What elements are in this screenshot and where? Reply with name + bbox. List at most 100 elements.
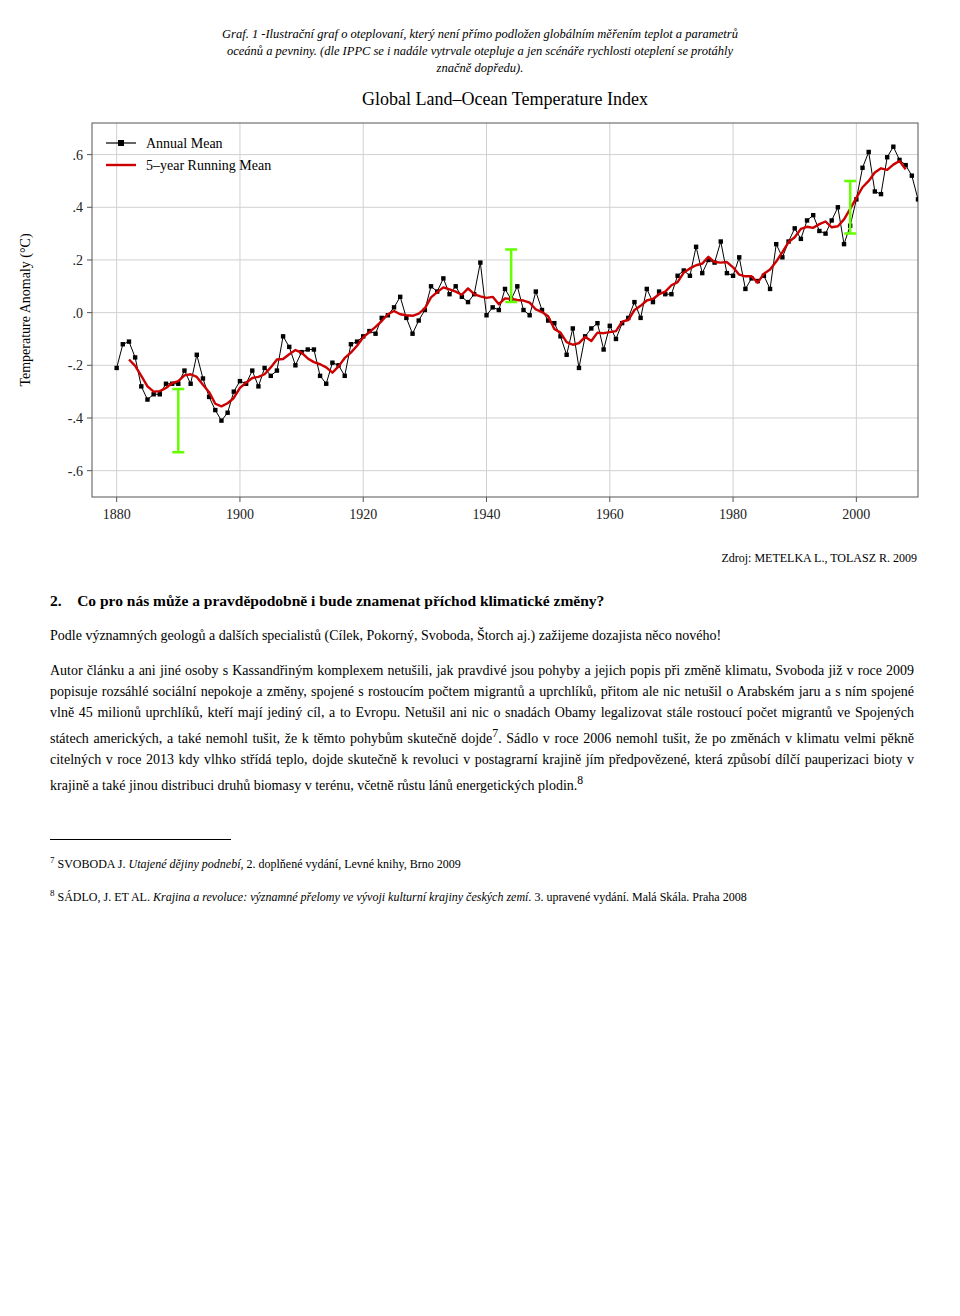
point-marker [823, 231, 827, 235]
point-marker [564, 353, 568, 357]
point-marker [484, 313, 488, 317]
footnote-title: Krajina a revoluce: významné přelomy ve … [153, 890, 531, 904]
point-marker [213, 408, 217, 412]
point-marker [114, 366, 118, 370]
point-marker [521, 308, 525, 312]
point-marker [589, 326, 593, 330]
point-marker [675, 274, 679, 278]
header-line: značně dopředu). [0, 60, 960, 77]
point-marker [256, 384, 260, 388]
x-grid-line [239, 123, 240, 497]
point-marker [133, 355, 137, 359]
y-tick-label: -.4 [68, 411, 83, 426]
y-tick-label: .2 [73, 253, 84, 268]
footnote-author: SÁDLO, J. ET AL. [55, 890, 153, 904]
x-tick [363, 497, 364, 502]
y-tick-label: -.6 [68, 464, 83, 479]
point-marker [158, 392, 162, 396]
x-grid-line [733, 123, 734, 497]
y-tick [87, 470, 92, 471]
series-line [129, 161, 906, 406]
point-marker [688, 274, 692, 278]
footnote-number: 7 [50, 855, 55, 865]
point-marker [139, 384, 143, 388]
paragraph: Podle významných geologů a dalších speci… [50, 626, 914, 646]
point-marker [534, 289, 538, 293]
point-marker [891, 145, 895, 149]
x-tick [116, 497, 117, 502]
point-marker [910, 173, 914, 177]
y-tick [87, 417, 92, 418]
point-marker [324, 382, 328, 386]
point-marker [811, 213, 815, 217]
x-tick-label: 1980 [719, 507, 747, 522]
x-tick-label: 1880 [103, 507, 131, 522]
x-tick [239, 497, 240, 502]
point-marker [743, 287, 747, 291]
point-marker [262, 366, 266, 370]
footnote-author: SVOBODA J. [55, 857, 129, 871]
footnote: 8 SÁDLO, J. ET AL. Krajina a revoluce: v… [50, 885, 914, 906]
chart-title: Global Land–Ocean Temperature Index [362, 89, 648, 109]
section-title: 2. Co pro nás může a pravděpodobně i bud… [50, 592, 914, 610]
point-marker [293, 363, 297, 367]
error-bar [844, 181, 856, 234]
point-marker [638, 316, 642, 320]
footnote-ref: 8 [577, 774, 583, 787]
x-tick [486, 497, 487, 502]
y-tick-label: -.2 [68, 358, 83, 373]
point-marker [527, 313, 531, 317]
point-marker [737, 255, 741, 259]
point-marker [188, 382, 192, 386]
y-tick [87, 365, 92, 366]
plot-frame [92, 123, 918, 497]
point-marker [219, 418, 223, 422]
x-tick [609, 497, 610, 502]
point-marker [799, 237, 803, 241]
point-marker [860, 166, 864, 170]
point-marker [410, 332, 414, 336]
y-grid-line [92, 365, 918, 366]
y-tick-label: .4 [73, 200, 84, 215]
point-marker [916, 197, 918, 201]
point-marker [145, 397, 149, 401]
legend-swatch [106, 164, 136, 166]
point-marker [398, 295, 402, 299]
point-marker [866, 150, 870, 154]
point-marker [515, 284, 519, 288]
y-grid-line [92, 417, 918, 418]
point-marker [306, 347, 310, 351]
footnote-rest: 3. upravené vydání. Malá Skála. Praha 20… [531, 890, 746, 904]
point-marker [250, 368, 254, 372]
series-line [117, 147, 918, 421]
point-marker [121, 342, 125, 346]
footnote-number: 8 [50, 888, 55, 898]
point-marker [195, 353, 199, 357]
point-marker [503, 287, 507, 291]
point-marker [632, 300, 636, 304]
point-marker [694, 245, 698, 249]
point-marker [447, 292, 451, 296]
x-tick-label: 1960 [596, 507, 624, 522]
point-marker [466, 300, 470, 304]
x-tick [733, 497, 734, 502]
point-marker [830, 218, 834, 222]
paragraph: Autor článku a ani jiné osoby s Kassandř… [50, 660, 914, 795]
y-tick-label: .0 [73, 306, 84, 321]
point-marker [601, 347, 605, 351]
x-grid-line [856, 123, 857, 497]
legend: Annual Mean5–year Running Mean [106, 136, 271, 173]
point-marker [608, 324, 612, 328]
point-marker [429, 284, 433, 288]
point-marker [287, 345, 291, 349]
point-marker [490, 305, 494, 309]
point-marker [182, 368, 186, 372]
y-grid-line [92, 154, 918, 155]
point-marker [719, 239, 723, 243]
point-marker [669, 292, 673, 296]
page: Graf. 1 -Ilustrační graf o oteplovaní, k… [0, 0, 960, 906]
marks [114, 145, 918, 453]
point-marker [805, 218, 809, 222]
point-marker [312, 347, 316, 351]
footnote-rest: 2. doplňené vydání, Levné knihy, Brno 20… [243, 857, 460, 871]
